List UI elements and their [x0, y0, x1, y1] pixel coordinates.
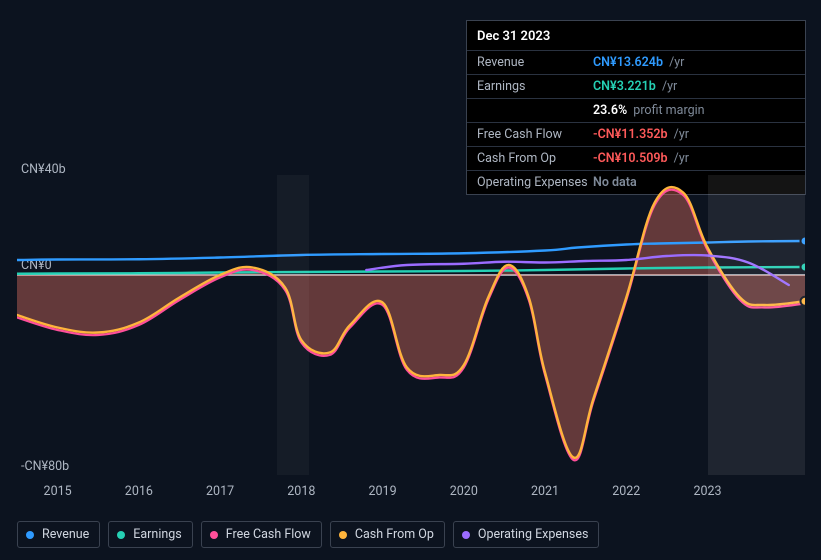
x-axis-tick: 2023: [693, 484, 721, 499]
legend-swatch: [26, 531, 34, 539]
legend-label: Free Cash Flow: [226, 527, 311, 542]
tooltip-title: Dec 31 2023: [467, 21, 805, 50]
tooltip-row-label: Free Cash Flow: [477, 127, 593, 142]
tooltip-row-label: Revenue: [477, 55, 593, 70]
x-axis-tick: 2017: [206, 484, 234, 499]
legend-label: Cash From Op: [355, 527, 434, 542]
tooltip-row: Free Cash Flow-CN¥11.352b /yr: [467, 122, 805, 146]
x-axis-tick: 2016: [125, 484, 153, 499]
legend-swatch: [339, 531, 347, 539]
tooltip-row-label: [477, 103, 593, 118]
tooltip-row-value: -CN¥11.352b /yr: [593, 127, 689, 142]
legend-label: Earnings: [133, 527, 181, 542]
legend-item-fcf[interactable]: Free Cash Flow: [201, 521, 322, 548]
legend-item-earnings[interactable]: Earnings: [108, 521, 192, 548]
legend-item-revenue[interactable]: Revenue: [17, 521, 100, 548]
x-axis-tick: 2020: [450, 484, 478, 499]
tooltip-row-label: Earnings: [477, 79, 593, 94]
legend-label: Revenue: [42, 527, 89, 542]
tooltip-row-value: 23.6% profit margin: [593, 103, 705, 118]
legend-label: Operating Expenses: [478, 527, 589, 542]
x-axis-tick: 2018: [287, 484, 315, 499]
tooltip-row: EarningsCN¥3.221b /yr: [467, 74, 805, 98]
tooltip-row: Cash From Op-CN¥10.509b /yr: [467, 146, 805, 170]
tooltip-row: RevenueCN¥13.624b /yr: [467, 50, 805, 74]
finance-chart: [17, 175, 805, 475]
tooltip-row-label: Cash From Op: [477, 151, 593, 166]
tooltip-row-value: CN¥13.624b /yr: [593, 55, 684, 70]
legend: Revenue Earnings Free Cash Flow Cash From O…: [17, 521, 599, 548]
legend-swatch: [210, 531, 218, 539]
x-axis-tick: 2021: [531, 484, 559, 499]
legend-swatch: [462, 531, 470, 539]
legend-swatch: [117, 531, 125, 539]
tooltip-row-value: CN¥3.221b /yr: [593, 79, 677, 94]
legend-item-cfo[interactable]: Cash From Op: [330, 521, 445, 548]
legend-item-opex[interactable]: Operating Expenses: [453, 521, 600, 548]
tooltip-row-value: -CN¥10.509b /yr: [593, 151, 689, 166]
x-axis-tick: 2015: [44, 484, 72, 499]
x-axis-tick: 2019: [369, 484, 397, 499]
x-axis-tick: 2022: [612, 484, 640, 499]
tooltip-row: 23.6% profit margin: [467, 98, 805, 122]
chart-tooltip: Dec 31 2023 RevenueCN¥13.624b /yrEarning…: [466, 20, 806, 195]
